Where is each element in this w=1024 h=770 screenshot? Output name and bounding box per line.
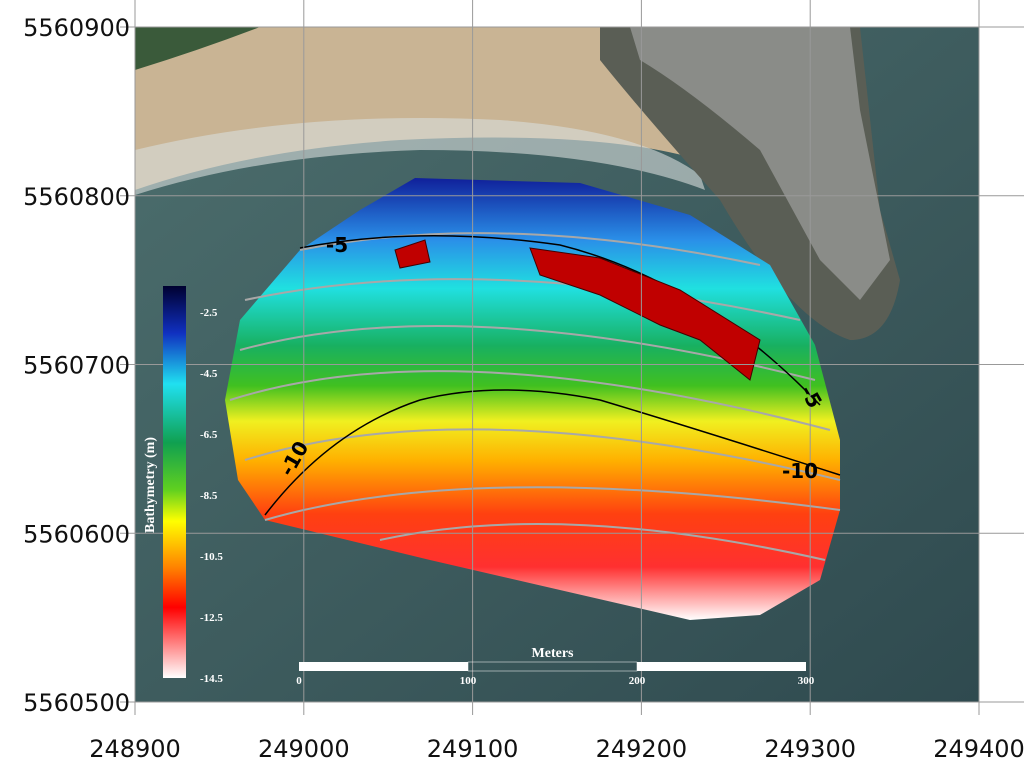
colorbar-tick-label: -8.5 [200, 490, 218, 502]
colorbar-tick-label: -14.5 [200, 673, 223, 685]
y-tick-label: 5560600 [23, 520, 130, 548]
colorbar-tick-label: -2.5 [200, 307, 218, 319]
scale-tick-label: 200 [629, 675, 646, 687]
scale-title: Meters [532, 646, 575, 661]
scale-tick-label: 0 [296, 675, 302, 687]
x-tick-label: 249200 [596, 735, 688, 763]
x-tick-label: 249300 [764, 735, 856, 763]
x-tick-label: 249400 [933, 735, 1024, 763]
colorbar-tick-label: -4.5 [200, 368, 218, 380]
contour-minus-10 [264, 389, 841, 516]
y-tick-label: 5560500 [23, 689, 130, 717]
scale-tick-label: 100 [460, 675, 477, 687]
colorbar-tick-label: -6.5 [200, 429, 218, 441]
colorbar-tick-label: -10.5 [200, 551, 223, 563]
colorbar [163, 286, 186, 678]
colorbar-title: Bathymetry (m) [143, 437, 158, 533]
y-tick-label: 5560900 [23, 14, 130, 42]
bathymetry-surface [225, 178, 840, 620]
contour-label: -10 [782, 459, 818, 483]
contour-label: -5 [326, 233, 348, 257]
scale-segment [637, 662, 806, 671]
shoal-patches [394, 239, 761, 381]
x-tick-label: 248900 [89, 735, 181, 763]
scale-bar: 0 100 200 300 Meters [296, 646, 815, 687]
scale-segment [299, 662, 468, 671]
colorbar-tick-label: -12.5 [200, 612, 223, 624]
x-tick-label: 249000 [258, 735, 350, 763]
x-tick-label: 249100 [427, 735, 519, 763]
y-tick-label: 5560700 [23, 352, 130, 380]
y-tick-label: 5560800 [23, 183, 130, 211]
axes: 248900 249000 249100 249200 249300 249400 5560… [23, 0, 1024, 763]
scale-tick-label: 300 [798, 675, 815, 687]
